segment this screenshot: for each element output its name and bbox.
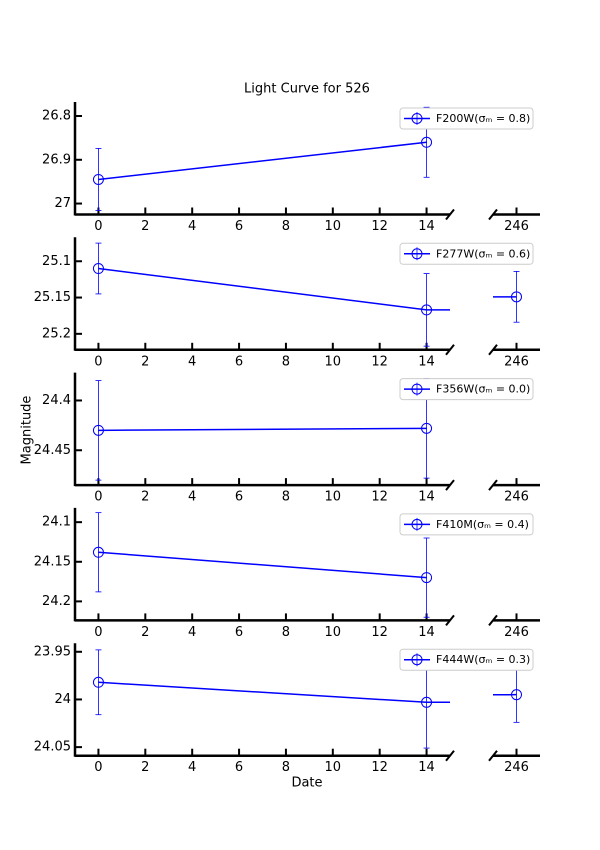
marker [421, 304, 433, 316]
x-tick-label: 10 [325, 219, 342, 234]
x-tick-label: 10 [325, 490, 342, 505]
y-tick-label: 26.9 [42, 152, 71, 167]
x-tick-label: 14 [418, 354, 435, 369]
y-tick-label: 24.2 [42, 594, 71, 609]
x-tick-label: 12 [371, 760, 388, 775]
x-tick-label: 8 [282, 625, 290, 640]
legend-box [399, 378, 534, 401]
marker [421, 422, 433, 434]
x-tick-label: 14 [418, 490, 435, 505]
series-line [98, 141, 427, 181]
axis-break [488, 208, 498, 221]
axis-break [445, 344, 455, 356]
axis-break [488, 614, 498, 627]
figure-title: Light Curve for 526 [244, 82, 370, 97]
x-tick-label: 4 [188, 354, 196, 369]
x-tick-label: 0 [94, 760, 102, 775]
x-tick-label: 0 [94, 625, 102, 640]
y-tick-label: 24.15 [34, 554, 71, 569]
x-tick-label: 4 [188, 625, 196, 640]
y-tick-label: 24.05 [34, 740, 71, 755]
marker [92, 676, 104, 688]
y-tick-label: 24.4 [42, 393, 71, 408]
legend-box [399, 648, 534, 671]
axis-break [445, 750, 455, 762]
legend-box [399, 107, 534, 130]
y-tick-label: 24.45 [34, 443, 71, 458]
y-tick-label: 25.2 [42, 326, 71, 341]
x-tick-label: 14 [418, 625, 435, 640]
x-tick-label: 12 [371, 625, 388, 640]
x-tick-label: 0 [94, 219, 102, 234]
marker [92, 424, 104, 436]
x-tick-label: 246 [504, 219, 529, 234]
marker [92, 546, 104, 558]
x-tick-label: 12 [371, 219, 388, 234]
marker [421, 572, 433, 584]
axis-break [445, 614, 455, 627]
x-tick-label: 6 [235, 625, 243, 640]
x-tick-label: 8 [282, 354, 290, 369]
x-tick-label: 246 [504, 625, 529, 640]
x-tick-label: 8 [282, 760, 290, 775]
legend-label: F200W(σₘ = 0.8) [436, 112, 530, 125]
x-tick-label: 6 [235, 490, 243, 505]
marker [421, 136, 433, 148]
x-tick-label: 8 [282, 219, 290, 234]
legend-box [399, 242, 534, 265]
x-tick-label: 12 [371, 354, 388, 369]
axis-break [488, 750, 498, 762]
legend-label: F444W(σₘ = 0.3) [436, 653, 530, 666]
x-tick-label: 2 [141, 219, 149, 234]
x-tick-label: 6 [235, 354, 243, 369]
marker [92, 173, 104, 185]
x-tick-label: 0 [94, 354, 102, 369]
series-line [98, 427, 427, 432]
legend-label: F410M(σₘ = 0.4) [436, 518, 529, 531]
x-tick-label: 246 [504, 354, 529, 369]
y-tick-label: 24 [54, 692, 71, 707]
x-tick-label: 6 [235, 219, 243, 234]
x-tick-label: 10 [325, 760, 342, 775]
x-tick-label: 8 [282, 490, 290, 505]
y-tick-label: 24.1 [42, 515, 71, 530]
marker [421, 696, 433, 708]
x-tick-label: 2 [141, 490, 149, 505]
x-tick-label: 4 [188, 219, 196, 234]
marker [511, 689, 522, 701]
y-tick-label: 27 [54, 196, 71, 211]
x-tick-label: 4 [188, 490, 196, 505]
x-tick-label: 10 [325, 625, 342, 640]
x-tick-label: 4 [188, 760, 196, 775]
x-tick-label: 246 [504, 760, 529, 775]
x-tick-label: 0 [94, 490, 102, 505]
legend-label: F356W(σₘ = 0.0) [436, 383, 530, 396]
axis-break [445, 208, 455, 221]
axis-break [488, 479, 498, 491]
x-tick-label: 6 [235, 760, 243, 775]
y-tick-label: 25.1 [42, 254, 71, 269]
legend-label: F277W(σₘ = 0.6) [436, 247, 530, 260]
y-tick-label: 26.8 [42, 109, 71, 124]
x-axis-label: Date [291, 776, 322, 791]
y-axis-label: Magnitude [20, 396, 35, 465]
marker [92, 263, 104, 275]
x-tick-label: 2 [141, 625, 149, 640]
x-tick-label: 14 [418, 760, 435, 775]
x-tick-label: 2 [141, 354, 149, 369]
x-tick-label: 2 [141, 760, 149, 775]
x-tick-label: 14 [418, 219, 435, 234]
x-tick-label: 12 [371, 490, 388, 505]
x-tick-label: 246 [504, 490, 529, 505]
x-tick-label: 10 [325, 354, 342, 369]
axis-break [445, 479, 455, 491]
legend-box [399, 513, 534, 536]
marker [511, 291, 522, 303]
series-line [98, 551, 427, 579]
y-tick-label: 23.95 [34, 644, 71, 659]
axis-break [488, 344, 498, 356]
y-tick-label: 25.15 [34, 290, 71, 305]
